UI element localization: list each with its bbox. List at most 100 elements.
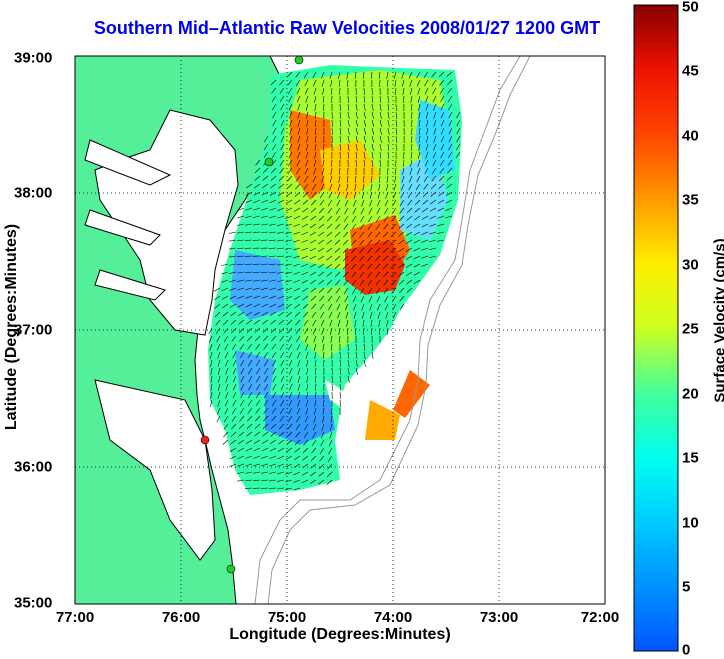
velocity-arrow: [375, 279, 381, 286]
velocity-arrow: [448, 103, 453, 111]
velocity-arrow: [431, 71, 437, 78]
velocity-arrow: [355, 111, 358, 119]
velocity-arrow: [253, 479, 261, 482]
velocity-arrow: [245, 479, 253, 482]
velocity-arrow: [328, 311, 333, 319]
velocity-arrow: [445, 199, 453, 204]
velocity-arrow: [280, 119, 285, 127]
velocity-arrow: [378, 175, 381, 183]
velocity-arrow: [456, 119, 461, 127]
velocity-arrow: [363, 351, 366, 359]
velocity-arrow: [305, 399, 309, 407]
velocity-arrow: [312, 431, 317, 439]
colorbar-tick: 0: [682, 641, 691, 659]
velocity-arrow: [312, 183, 317, 191]
velocity-arrow: [318, 471, 325, 477]
velocity-arrow: [339, 391, 342, 399]
velocity-arrow: [313, 335, 317, 343]
velocity-arrow: [254, 319, 261, 325]
velocity-arrow: [384, 295, 389, 303]
velocity-arrow: [225, 367, 229, 375]
velocity-arrow: [255, 399, 261, 406]
velocity-arrow: [375, 239, 381, 246]
velocity-arrow: [239, 335, 245, 342]
velocity-arrow: [422, 207, 429, 213]
velocity-arrow: [255, 351, 261, 358]
velocity-arrow: [371, 343, 374, 351]
velocity-arrow: [361, 303, 365, 311]
velocity-arrow: [306, 111, 309, 119]
velocity-arrow: [261, 463, 269, 467]
velocity-arrow: [318, 287, 325, 294]
velocity-arrow: [429, 231, 437, 235]
x-tick: 77:00: [55, 609, 95, 626]
velocity-arrow: [263, 343, 269, 350]
velocity-arrow: [271, 407, 277, 414]
velocity-arrow: [359, 247, 365, 254]
velocity-arrow: [392, 199, 397, 207]
velocity-arrow: [317, 239, 325, 245]
velocity-arrow: [253, 199, 261, 204]
velocity-arrow: [248, 383, 253, 391]
colorbar-tick: 15: [682, 449, 699, 467]
velocity-arrow: [229, 239, 237, 242]
velocity-arrow: [264, 391, 269, 399]
velocity-arrow: [230, 439, 237, 445]
velocity-arrow: [269, 263, 277, 266]
velocity-arrow: [245, 463, 253, 467]
velocity-arrow: [322, 159, 325, 167]
velocity-arrow: [304, 167, 309, 175]
colorbar-tick: 10: [682, 514, 699, 532]
velocity-arrow: [362, 183, 365, 191]
velocity-arrow: [295, 423, 301, 430]
velocity-arrow: [238, 439, 245, 445]
velocity-arrow: [293, 223, 301, 227]
velocity-arrow: [448, 119, 453, 127]
velocity-arrow: [321, 167, 325, 175]
station-marker-hatteras: [200, 435, 210, 445]
velocity-arrow: [304, 79, 309, 87]
velocity-arrow: [280, 367, 285, 375]
velocity-arrow: [387, 127, 390, 135]
velocity-arrow: [439, 159, 445, 167]
velocity-arrow: [301, 471, 309, 476]
velocity-arrow: [429, 247, 437, 251]
velocity-arrow: [319, 207, 325, 214]
velocity-arrow: [217, 367, 221, 375]
velocity-arrow: [289, 383, 293, 391]
velocity-arrow: [376, 207, 381, 215]
velocity-arrow: [245, 295, 253, 299]
velocity-arrow: [215, 327, 221, 335]
velocity-arrow: [304, 87, 309, 95]
velocity-arrow: [344, 207, 349, 215]
velocity-arrow: [245, 455, 253, 459]
velocity-arrow: [309, 271, 317, 276]
velocity-arrow: [326, 255, 333, 261]
velocity-arrow: [424, 167, 429, 175]
velocity-arrow: [353, 311, 357, 319]
velocity-arrow: [391, 287, 397, 294]
velocity-arrow: [240, 367, 245, 375]
velocity-arrow: [278, 183, 285, 189]
x-tick: 72:00: [580, 609, 620, 626]
velocity-arrow: [440, 103, 445, 111]
velocity-arrow: [368, 287, 373, 295]
velocity-arrow: [329, 431, 333, 439]
velocity-arrow: [279, 407, 285, 414]
velocity-arrow: [302, 207, 309, 213]
velocity-arrow: [229, 279, 237, 283]
velocity-arrow: [268, 255, 277, 257]
velocity-arrow: [256, 383, 261, 391]
velocity-arrow: [363, 343, 366, 351]
velocity-arrow: [303, 319, 309, 326]
velocity-arrow: [321, 71, 325, 79]
velocity-arrow: [230, 311, 237, 317]
velocity-arrow: [285, 303, 293, 309]
velocity-arrow: [330, 87, 333, 95]
velocity-arrow: [347, 135, 350, 143]
velocity-arrow: [386, 327, 389, 335]
velocity-arrow: [433, 135, 437, 143]
velocity-arrow: [346, 175, 349, 183]
x-axis-label: Longitude (Degrees:Minutes): [229, 626, 451, 643]
velocity-arrow: [247, 343, 253, 350]
